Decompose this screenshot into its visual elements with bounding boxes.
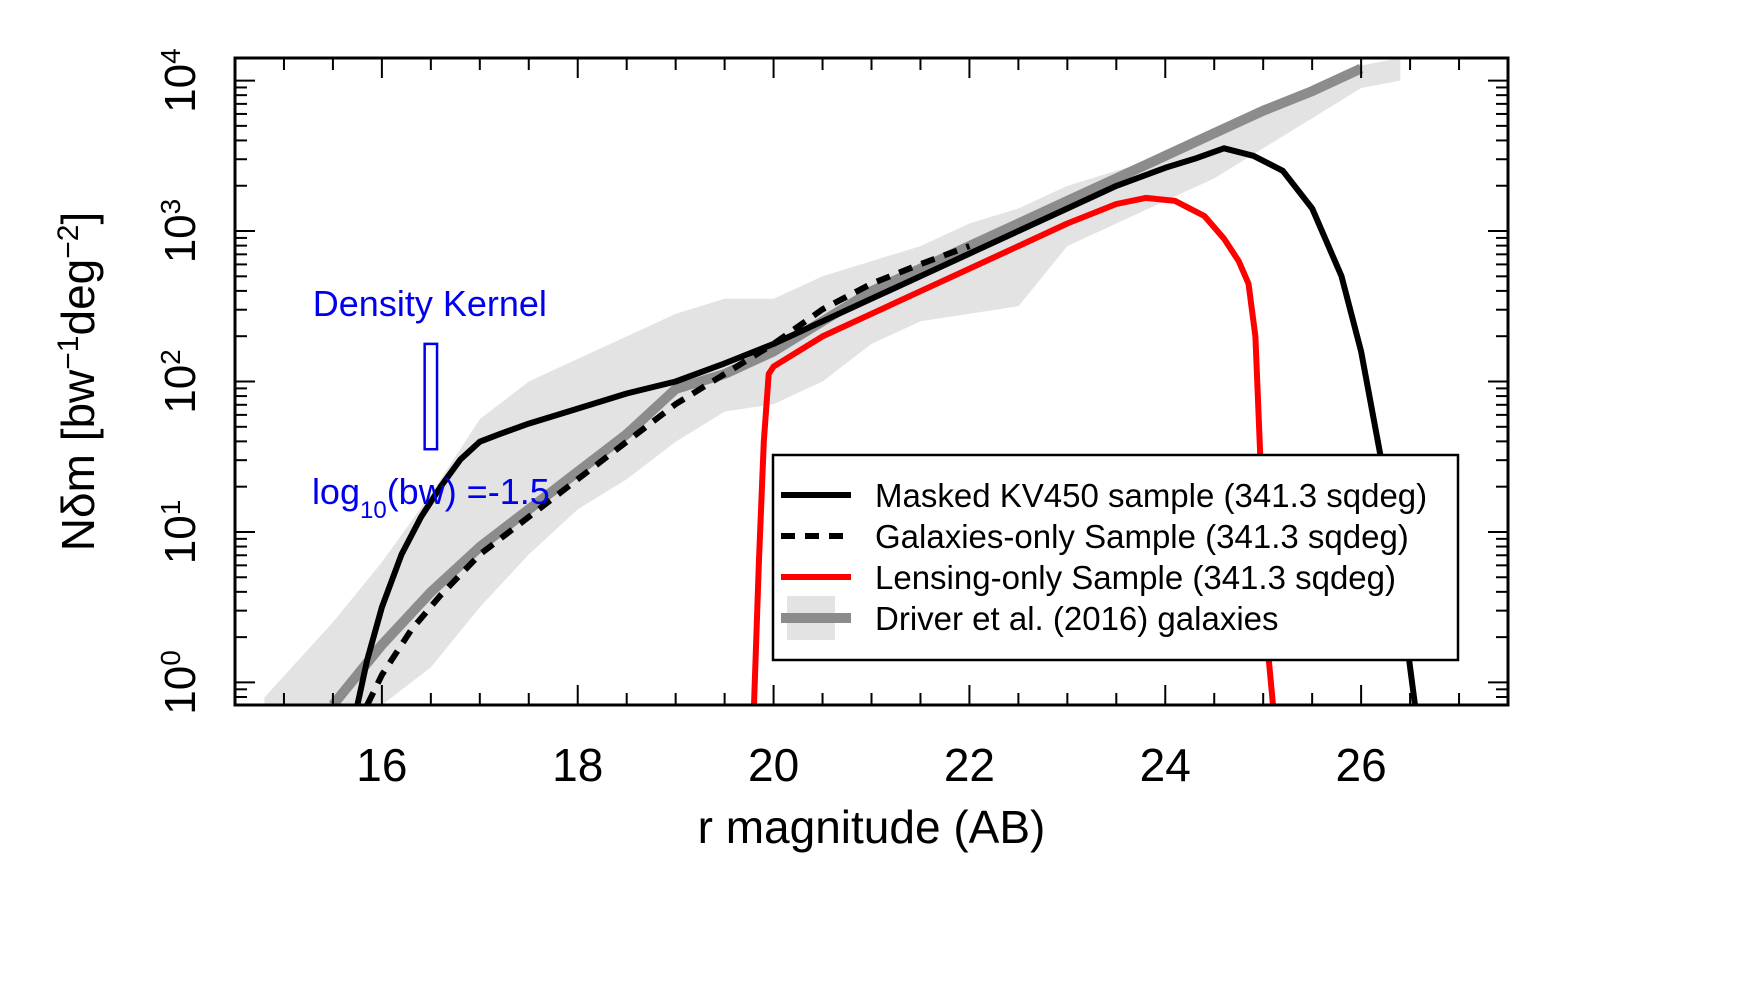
density-kernel-annotation: Density Kernel log10(bw) =-1.5 <box>312 283 550 524</box>
y-tick-label: 104 <box>155 48 206 113</box>
y-label-main: Nδm [bw <box>52 369 104 551</box>
kernel-label-suffix: (bw) =-1.5 <box>387 471 550 512</box>
y-label-sup2: −2 <box>52 225 85 259</box>
legend-label: Masked KV450 sample (341.3 sqdeg) <box>875 477 1427 514</box>
x-axis-label: r magnitude (AB) <box>698 801 1046 853</box>
y-tick-label: 102 <box>155 349 206 414</box>
y-axis-label: Nδm [bw−1deg−2] <box>52 212 105 551</box>
series-line-1 <box>354 145 1418 705</box>
kernel-bandwidth-mark <box>423 342 439 451</box>
series-line-3 <box>751 194 1276 705</box>
series-line-2 <box>364 243 971 705</box>
x-tick-label: 24 <box>1140 739 1191 791</box>
y-tick-label-exp: 1 <box>155 500 186 516</box>
driver-band <box>264 58 1401 705</box>
x-tick-label: 16 <box>356 739 407 791</box>
x-tick-label: 22 <box>944 739 995 791</box>
y-tick-label-exp: 4 <box>155 48 186 64</box>
kernel-label-prefix: log <box>312 471 360 512</box>
series-line-0 <box>329 63 1364 705</box>
y-tick-label-base: 10 <box>156 214 205 263</box>
legend: Masked KV450 sample (341.3 sqdeg) Galaxie… <box>771 453 1460 662</box>
y-label-end: ] <box>52 212 104 225</box>
y-tick-label: 103 <box>155 199 206 264</box>
y-tick-label: 101 <box>155 500 206 565</box>
legend-label: Galaxies-only Sample (341.3 sqdeg) <box>875 518 1409 555</box>
legend-label: Lensing-only Sample (341.3 sqdeg) <box>875 559 1396 596</box>
y-tick-label-exp: 2 <box>155 349 186 365</box>
kernel-label-sub: 10 <box>360 497 387 524</box>
kernel-bandwidth-label: log10(bw) =-1.5 <box>312 471 550 524</box>
x-tick-label: 20 <box>748 739 799 791</box>
y-tick-label-base: 10 <box>156 64 205 113</box>
y-tick-label-base: 10 <box>156 666 205 715</box>
legend-label: Driver et al. (2016) galaxies <box>875 600 1279 637</box>
x-tick-label: 18 <box>552 739 603 791</box>
y-tick-label: 100 <box>155 650 206 715</box>
y-label-sup1: −1 <box>52 336 85 370</box>
kernel-title: Density Kernel <box>313 283 547 324</box>
plot-area <box>264 58 1418 705</box>
y-tick-label-exp: 0 <box>155 650 186 666</box>
legend-box <box>771 453 1460 662</box>
x-tick-label: 26 <box>1336 739 1387 791</box>
y-tick-label-base: 10 <box>156 515 205 564</box>
y-label-mid: deg <box>52 259 104 336</box>
y-tick-label-exp: 3 <box>155 199 186 215</box>
y-tick-label-base: 10 <box>156 365 205 414</box>
